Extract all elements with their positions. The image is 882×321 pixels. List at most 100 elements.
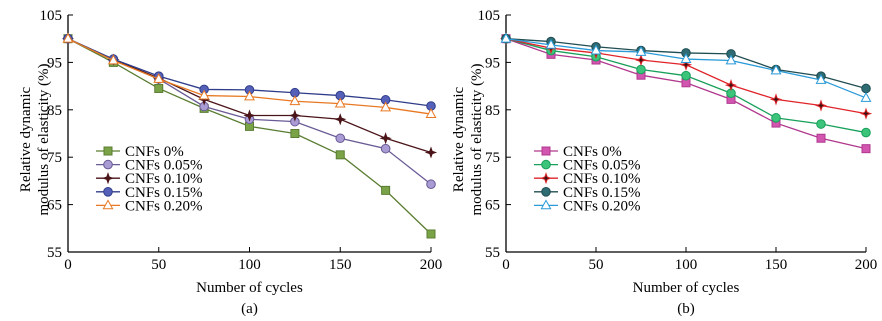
data-point [816, 133, 826, 143]
legend-label: CNFs 0.20% [563, 198, 641, 214]
legend-label: CNFs 0.15% [563, 185, 641, 201]
data-point [244, 90, 255, 101]
data-point [679, 58, 693, 71]
legend-marker [541, 159, 551, 170]
data-point [724, 79, 738, 92]
data-point [769, 93, 783, 106]
y-tick-label: 65 [485, 198, 500, 214]
legend: CNFs 0%CNFs 0.05%CNFs 0.10%CNFs 0.15%CNF… [534, 144, 641, 214]
x-tick-label: 50 [589, 257, 604, 273]
data-point [335, 150, 345, 160]
legend-marker [539, 172, 553, 185]
legend-label: CNFs 0.05% [563, 158, 641, 174]
y-tick-label: 55 [47, 245, 62, 261]
data-point [334, 97, 346, 108]
y-tick-label: 55 [485, 245, 500, 261]
x-tick-label: 200 [420, 257, 443, 273]
legend-label: CNFs 0.20% [125, 198, 203, 214]
data-point [107, 54, 119, 65]
legend: CNFs 0%CNFs 0.05%CNFs 0.10%CNFs 0.15%CNF… [96, 144, 203, 214]
y-axis-label-line2: modulus of elasticity (%) [36, 63, 52, 215]
data-point [153, 72, 165, 83]
data-point [426, 229, 436, 239]
legend-label: CNFs 0% [563, 144, 622, 160]
data-point [243, 109, 256, 122]
y-tick-label: 75 [485, 150, 500, 166]
legend-label: CNFs 0.10% [563, 171, 641, 187]
data-point [816, 119, 826, 129]
legend-marker [102, 199, 114, 210]
y-tick-label: 85 [47, 103, 62, 119]
data-point [634, 53, 648, 67]
data-point [814, 99, 828, 112]
legend-marker [103, 146, 113, 156]
data-point [425, 108, 437, 118]
data-point [424, 146, 438, 159]
data-point [681, 70, 691, 81]
legend-marker [540, 199, 552, 210]
legend-marker [541, 146, 551, 156]
legend-marker [541, 187, 551, 197]
data-point [860, 91, 872, 102]
x-tick-label: 200 [855, 257, 878, 273]
panel-label: (b) [677, 301, 695, 317]
data-point [680, 53, 692, 63]
plot-area: 0 50 100 150 200 55 65 75 85 95 105 CNFs 0%CNFs 0.0… [478, 8, 878, 273]
y-axis-label-line1: Relative dynamic [451, 86, 467, 192]
panel-label: (a) [241, 301, 258, 317]
data-point [590, 44, 602, 55]
x-tick-label: 150 [765, 257, 788, 273]
data-point [770, 64, 782, 75]
data-point [154, 83, 164, 93]
legend-marker [101, 172, 115, 185]
y-axis-label-line1: Relative dynamic [18, 86, 34, 192]
legend-marker [103, 187, 113, 197]
data-point [379, 132, 392, 145]
data-point [198, 89, 210, 100]
y-tick-label: 105 [478, 8, 501, 24]
y-axis-label-line2: modulus of elasticity (%) [469, 63, 485, 215]
x-tick-label: 150 [329, 257, 352, 273]
data-point [636, 64, 646, 75]
x-axis-label: Number of cycles [633, 280, 740, 296]
x-tick-label: 100 [675, 257, 698, 273]
data-point [725, 54, 737, 65]
data-point [426, 179, 436, 190]
y-tick-label: 95 [485, 55, 500, 71]
x-axis-label: Number of cycles [196, 280, 303, 296]
data-point [335, 133, 346, 144]
legend-label: CNFs 0.15% [125, 185, 203, 201]
y-tick-label: 65 [47, 198, 62, 214]
panel-a: 0 50 100 150 200 55 65 75 85 95 105 CNFs 0%CNFs 0.0… [18, 8, 442, 317]
x-tick-label: 0 [64, 257, 72, 273]
data-point [500, 32, 512, 43]
x-tick-label: 0 [502, 257, 510, 273]
x-tick-label: 50 [151, 257, 166, 273]
data-point [545, 38, 557, 49]
data-point [380, 143, 391, 154]
legend-label: CNFs 0% [125, 144, 184, 160]
data-point [288, 109, 301, 122]
y-tick-label: 105 [40, 8, 63, 24]
series-line-4 [67, 38, 432, 115]
data-point [861, 83, 871, 94]
data-point [635, 45, 647, 56]
legend-label: CNFs 0.10% [125, 171, 203, 187]
y-tick-label: 85 [485, 103, 500, 119]
data-point [62, 32, 74, 43]
y-tick-label: 95 [47, 55, 62, 71]
data-point [290, 129, 300, 138]
data-point [859, 107, 873, 120]
data-point [771, 113, 781, 123]
x-tick-label: 100 [238, 257, 261, 273]
series-line-0 [67, 38, 432, 235]
data-point [861, 127, 871, 138]
data-point [289, 95, 301, 106]
y-tick-label: 75 [47, 150, 62, 166]
data-point [380, 101, 392, 112]
legend-label: CNFs 0.05% [125, 158, 203, 174]
data-point [815, 73, 827, 84]
data-point [381, 185, 391, 195]
legend-marker [103, 159, 113, 170]
